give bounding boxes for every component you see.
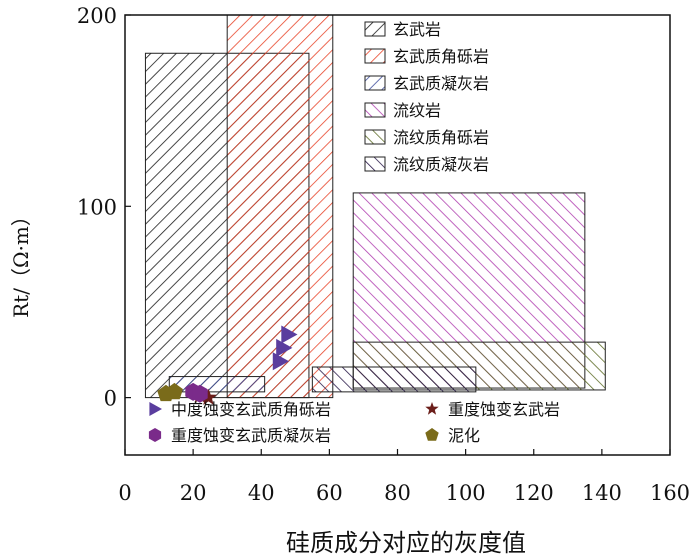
x-tick-label: 0 — [118, 481, 131, 505]
legend-label: 玄武质凝灰岩 — [393, 74, 489, 93]
x-tick-label: 20 — [180, 481, 207, 505]
legend-label: 流纹质凝灰岩 — [393, 155, 489, 174]
range-box-3 — [168, 376, 266, 393]
legend-swatch — [364, 75, 386, 91]
legend-swatch — [364, 102, 386, 118]
data-point-triangle-1 — [281, 325, 298, 344]
data-point-triangle-3 — [272, 352, 289, 371]
x-tick-label: 100 — [446, 481, 486, 505]
x-tick-label: 120 — [514, 481, 554, 505]
legend-label: 流纹岩 — [393, 101, 441, 120]
x-tick-label: 80 — [384, 481, 411, 505]
legend-label: 泥化 — [448, 426, 480, 445]
legend-label: 重度蚀变玄武岩 — [448, 400, 560, 419]
legend-swatch — [364, 48, 386, 64]
legend-label: 重度蚀变玄武质凝灰岩 — [171, 426, 331, 445]
data-point-pentagon-2 — [165, 382, 183, 400]
y-axis-label: Rt/（Ω·m） — [9, 206, 33, 318]
legend-marker-hexagon — [148, 428, 162, 442]
x-tick-label: 60 — [316, 481, 343, 505]
legend-swatch — [364, 21, 386, 37]
y-tick-label: 200 — [77, 4, 117, 28]
x-tick-label: 160 — [650, 481, 690, 505]
range-box-2 — [226, 14, 334, 399]
legend-marker-pentagon — [425, 428, 439, 441]
y-tick-label: 100 — [77, 195, 117, 219]
legend-swatch — [364, 156, 386, 172]
x-tick-label: 140 — [582, 481, 622, 505]
legend-label: 玄武质角砾岩 — [393, 47, 489, 66]
data-point-triangle-2 — [276, 338, 293, 357]
legend-marker-triangle — [149, 402, 162, 416]
legend-swatch — [364, 129, 386, 145]
data-point-hexagon-2 — [192, 384, 208, 403]
y-tick-label: 0 — [104, 387, 117, 411]
legend-label: 流纹质角砾岩 — [393, 128, 489, 147]
x-axis-label: 硅质成分对应的灰度值 — [286, 529, 526, 557]
legend-label: 中度蚀变玄武质角砾岩 — [171, 400, 331, 419]
x-tick-label: 40 — [248, 481, 275, 505]
range-box-6 — [311, 366, 477, 393]
legend-label: 玄武岩 — [393, 20, 441, 39]
data-point-star-2 — [199, 388, 217, 405]
legend-marker-star — [425, 402, 439, 415]
